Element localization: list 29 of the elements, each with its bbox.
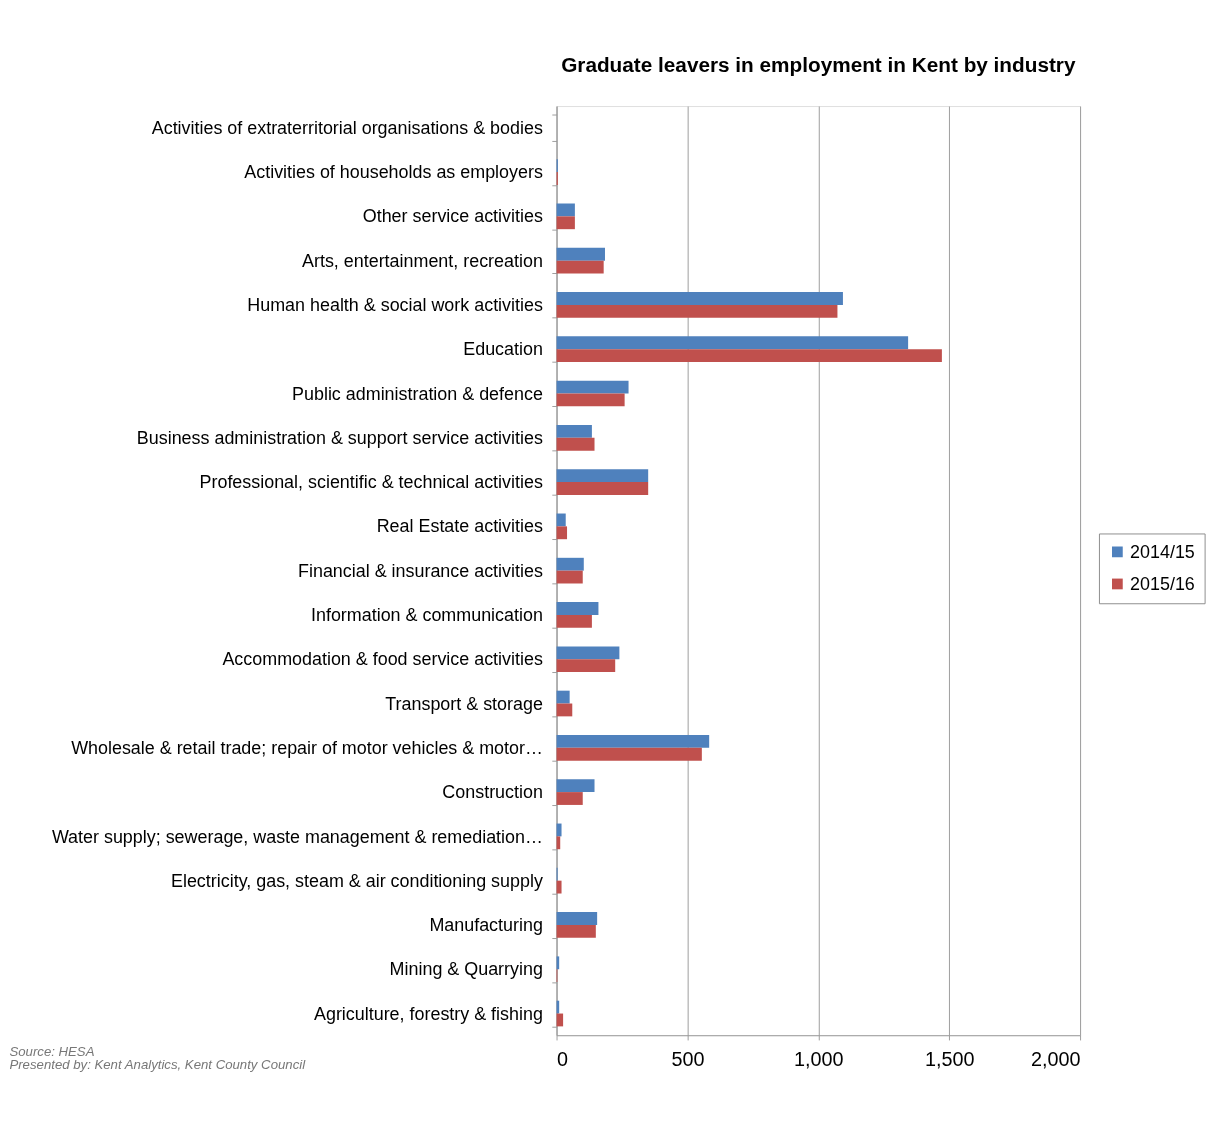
x-tick-label: 1,000 — [794, 1047, 844, 1070]
y-tick-label: Public administration & defence — [292, 383, 543, 404]
x-tick-label: 1,500 — [924, 1047, 975, 1070]
y-tick-label: Professional, scientific & technical activities — [199, 472, 543, 493]
y-tick-label: Water supply; sewerage, waste management & remediation… — [51, 826, 543, 847]
y-tick-label: Construction — [442, 782, 543, 803]
y-tick-label: Manufacturing — [429, 915, 543, 936]
x-tick-label: 2,000 — [1031, 1047, 1081, 1070]
y-tick-label: Transport & storage — [385, 693, 543, 714]
y-tick-label: Activities of extraterritorial organisations & bodies — [151, 117, 543, 138]
y-tick-label: Real Estate activities — [376, 516, 543, 537]
y-tick-label: Business administration & support service activities — [136, 427, 543, 448]
y-tick-label: Other service activities — [362, 206, 543, 227]
legend-label: 2015/16 — [1130, 573, 1195, 594]
y-tick-label: Financial & insurance activities — [298, 560, 543, 581]
y-tick-label: Information & communication — [310, 605, 543, 626]
y-tick-label: Accommodation & food service activities — [222, 649, 543, 670]
y-tick-label: Wholesale & retail trade; repair of motor vehicles & motor… — [71, 737, 543, 758]
x-tick-label: 0 — [557, 1047, 569, 1070]
x-tick-label: 500 — [671, 1047, 705, 1070]
y-tick-label: Human health & social work activities — [247, 295, 543, 316]
y-tick-label: Agriculture, forestry & fishing — [313, 1003, 543, 1024]
chart-title: Graduate leavers in employment in Kent by industry — [561, 53, 1076, 77]
y-tick-label: Electricity, gas, steam & air conditioning supply — [170, 870, 543, 891]
y-tick-label: Arts, entertainment, recreation — [302, 250, 543, 271]
y-tick-label: Activities of households as employers — [244, 162, 543, 183]
y-tick-label: Education — [463, 339, 543, 360]
legend-label: 2014/15 — [1130, 541, 1195, 562]
y-tick-label: Mining & Quarrying — [389, 959, 543, 980]
